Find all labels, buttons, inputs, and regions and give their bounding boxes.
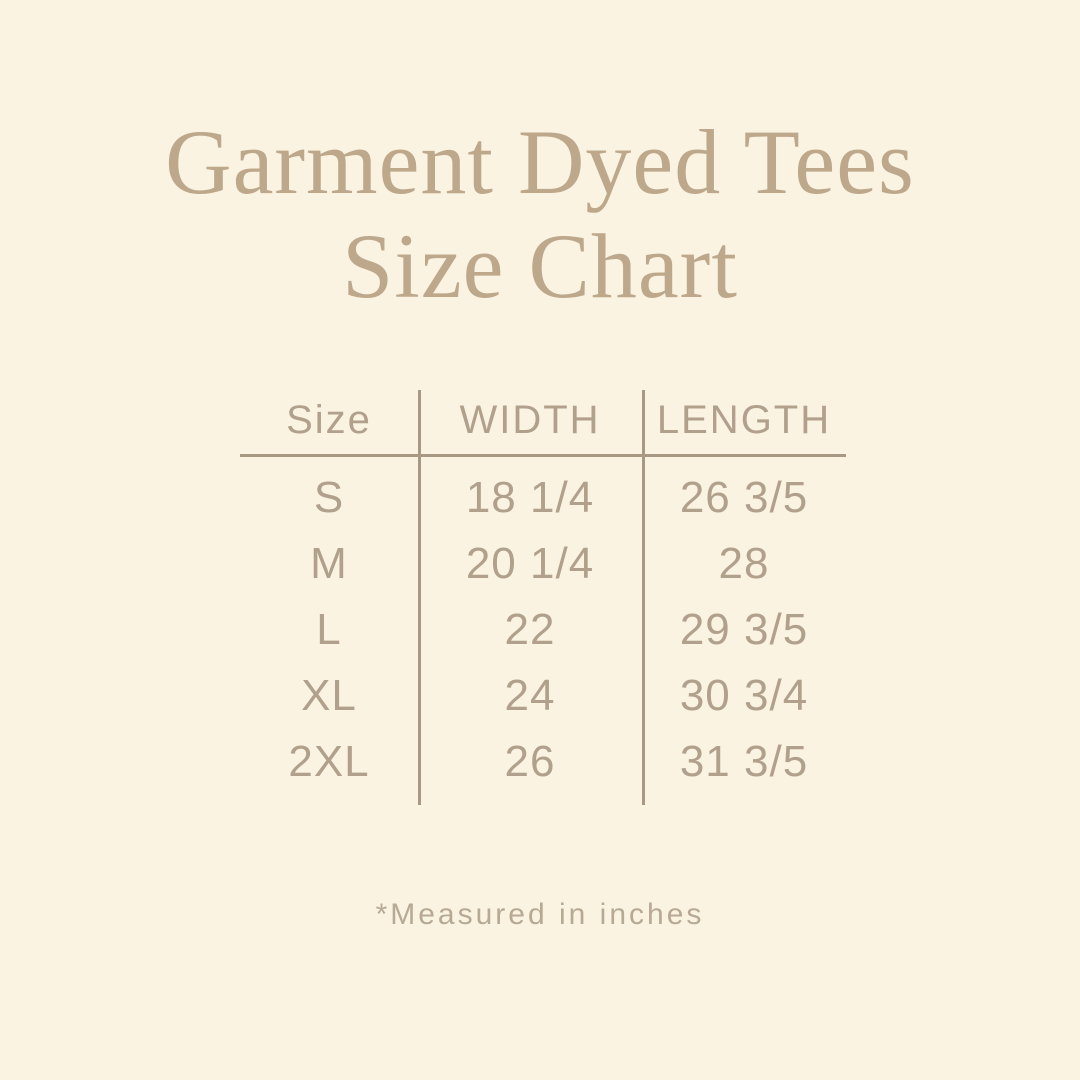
column-header-width: WIDTH <box>459 397 601 442</box>
length-cell: 30 3/4 <box>679 671 809 720</box>
size-cell: L <box>316 605 342 654</box>
column-header-length: LENGTH <box>656 397 832 442</box>
table-divider-vertical-2 <box>642 390 645 805</box>
table-rule-horizontal <box>240 454 846 457</box>
table-divider-vertical-1 <box>418 390 421 805</box>
width-cell: 24 <box>504 671 556 720</box>
size-cell: M <box>310 539 348 588</box>
width-cell: 26 <box>504 737 556 786</box>
table-row: S 18 1/4 26 3/5 <box>240 465 846 531</box>
table-header-row: Size WIDTH LENGTH <box>240 385 846 455</box>
size-cell: 2XL <box>288 737 370 786</box>
size-cell: S <box>313 473 345 522</box>
column-header-size: Size <box>286 397 372 442</box>
measurement-note: *Measured in inches <box>375 898 705 931</box>
chart-title-line2: Size Chart <box>342 215 738 317</box>
chart-title: Garment Dyed Tees Size Chart <box>0 110 1080 318</box>
table-row: 2XL 26 31 3/5 <box>240 729 846 795</box>
size-cell: XL <box>301 671 357 720</box>
table-body: S 18 1/4 26 3/5 M 20 1/4 28 L 22 29 3/5 … <box>240 455 846 795</box>
width-cell: 20 1/4 <box>465 539 595 588</box>
length-cell: 31 3/5 <box>679 737 809 786</box>
chart-title-line1: Garment Dyed Tees <box>165 111 915 213</box>
length-cell: 26 3/5 <box>679 473 809 522</box>
table-row: XL 24 30 3/4 <box>240 663 846 729</box>
table-row: L 22 29 3/5 <box>240 597 846 663</box>
table-row: M 20 1/4 28 <box>240 531 846 597</box>
width-cell: 18 1/4 <box>465 473 595 522</box>
length-cell: 29 3/5 <box>679 605 809 654</box>
size-table: Size WIDTH LENGTH S 18 1/4 26 3/5 M 20 1… <box>240 385 846 795</box>
length-cell: 28 <box>718 539 770 588</box>
width-cell: 22 <box>504 605 556 654</box>
